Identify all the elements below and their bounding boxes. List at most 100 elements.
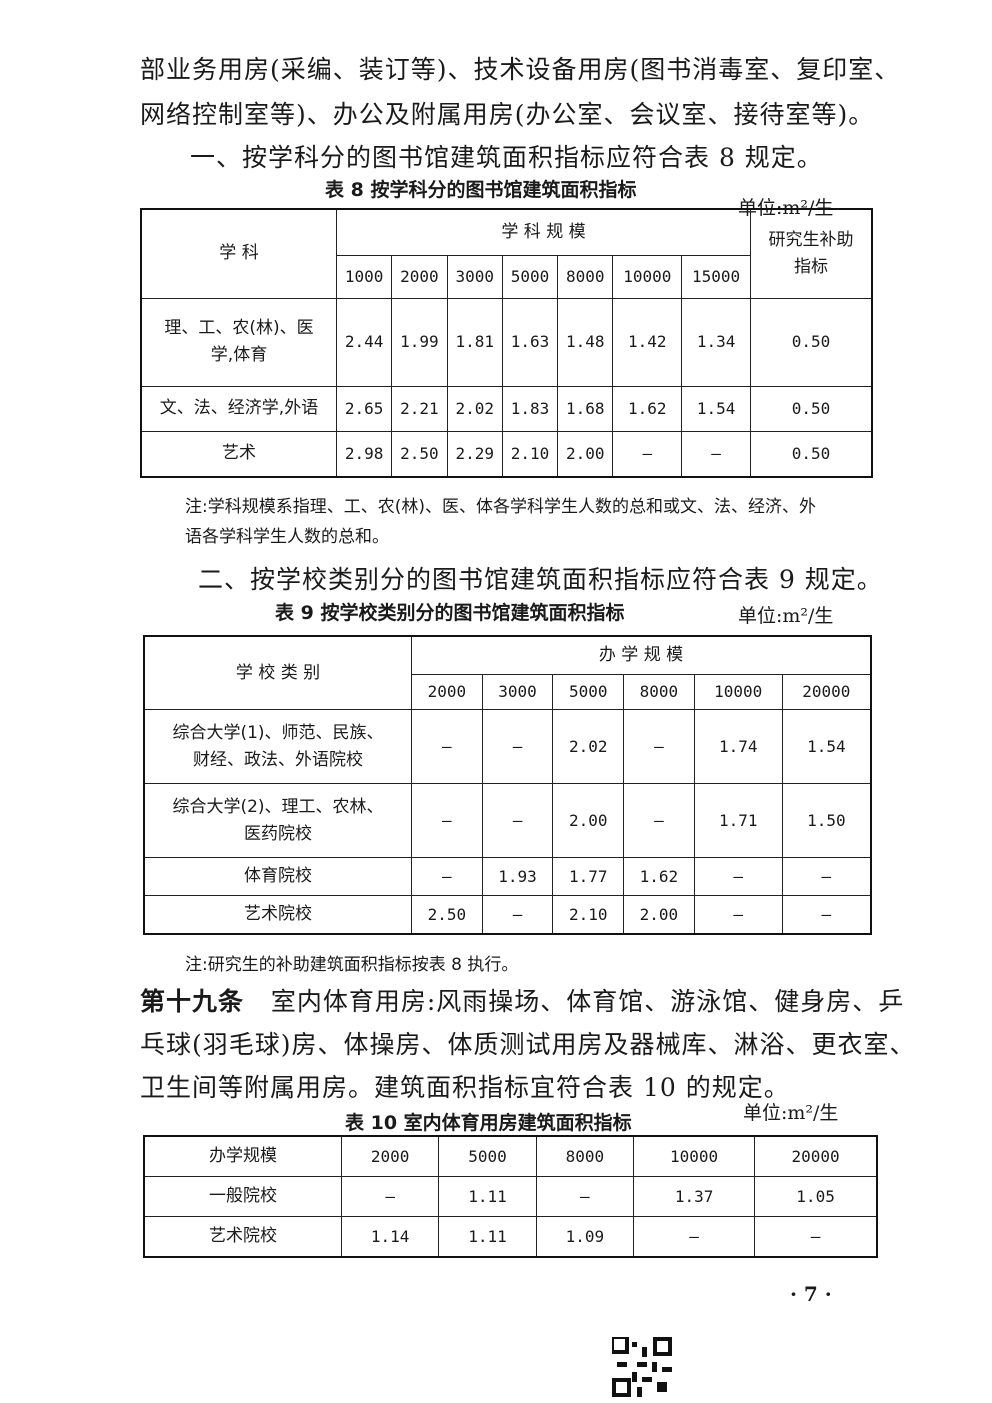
table-cell: 2.00 <box>623 895 695 935</box>
graduate-cell: 0.50 <box>750 430 873 478</box>
table-cell: 1.14 <box>340 1215 440 1258</box>
column-header-scale: 办 学 规 模 <box>411 635 872 675</box>
qr-code-icon <box>612 1337 672 1397</box>
table8-note: 语各学科学生人数的总和。 <box>185 527 389 547</box>
table-cell: 1.42 <box>612 297 683 387</box>
scale-header-cell: 1000 <box>335 254 393 299</box>
table9-note: 注:研究生的补助建筑面积指标按表 8 执行。 <box>185 955 519 975</box>
table-cell: 1.09 <box>535 1215 635 1258</box>
scale-header-cell: 10000 <box>633 1135 756 1178</box>
paragraph-line: 网络控制室等)、办公及附属用房(办公室、会议室、接待室等)。 <box>140 100 875 129</box>
table8: 学 科学 科 规 模研究生补助指标 1000 2000 3000 5000 8000 100… <box>140 208 873 478</box>
table-cell: 2.00 <box>557 430 614 478</box>
table-cell: 2.10 <box>552 895 625 935</box>
table10-caption: 表 10 室内体育用房建筑面积指标 <box>345 1112 632 1134</box>
table-cell: — <box>340 1176 440 1217</box>
table-cell: — <box>612 430 683 478</box>
table-cell: 2.98 <box>335 430 393 478</box>
table-cell: 1.37 <box>633 1176 756 1217</box>
table-row: 艺术院校 2.50—2.10 2.00— — <box>143 895 872 935</box>
table-cell: — <box>693 895 783 935</box>
table-row: 体育院校 —1.93 1.77 1.62— — <box>143 857 872 897</box>
table-row: 文、法、经济学,外语 2.65 2.21 2.02 1.83 1.68 1.62 1.54 0.… <box>140 385 873 432</box>
section-heading: 一、按学科分的图书馆建筑面积指标应符合表 8 规定。 <box>190 143 823 172</box>
column-header-graduate: 研究生补助指标 <box>750 208 873 299</box>
paragraph-line: 部业务用房(采编、装订等)、技术设备用房(图书消毒室、复印室、 <box>140 55 901 84</box>
scale-header-cell: 5000 <box>552 673 625 711</box>
table9-unit: 单位:m²/生 <box>738 605 834 627</box>
table-cell: 1.62 <box>612 385 683 432</box>
table-cell: 1.50 <box>781 783 872 859</box>
table-cell: — <box>681 430 751 478</box>
table-header-row: 学 科学 科 规 模研究生补助指标 <box>140 208 873 299</box>
table-cell: 2.44 <box>335 297 393 387</box>
table-cell: 1.83 <box>501 385 559 432</box>
table-cell: — <box>481 895 554 935</box>
table-row: 艺术院校 1.14 1.11 1.09— — <box>143 1215 878 1258</box>
table-cell: — <box>623 709 695 785</box>
article-line: 第十九条 室内体育用房:风雨操场、体育馆、游泳馆、健身房、乒 <box>140 982 904 1018</box>
scale-header-cell: 2000 <box>391 254 448 299</box>
row-label: 理、工、农(林)、医学,体育 <box>140 297 337 387</box>
row-label: 一般院校 <box>143 1176 342 1217</box>
table-cell: 2.50 <box>391 430 448 478</box>
scale-header-cell: 5000 <box>438 1135 537 1178</box>
scale-header-cell: 8000 <box>557 254 614 299</box>
table-cell: — <box>481 709 554 785</box>
table-cell: 2.50 <box>411 895 483 935</box>
table-cell: 2.29 <box>446 430 503 478</box>
scale-header-cell: 8000 <box>623 673 695 711</box>
table-cell: — <box>754 1215 878 1258</box>
row-label: 综合大学(1)、师范、民族、财经、政法、外语院校 <box>143 709 412 785</box>
table-cell: 1.62 <box>623 857 695 897</box>
table8-caption: 表 8 按学科分的图书馆建筑面积指标 <box>325 179 637 201</box>
table-cell: — <box>411 783 483 859</box>
table-cell: 1.77 <box>552 857 625 897</box>
table9-caption: 表 9 按学校类别分的图书馆建筑面积指标 <box>275 602 625 624</box>
table-header-row: 办学规模 2000 5000 8000 10000 20000 <box>143 1135 878 1178</box>
table-cell: 1.05 <box>754 1176 878 1217</box>
scale-header-cell: 2000 <box>340 1135 440 1178</box>
column-header-subject: 学 科 <box>140 208 337 299</box>
table-cell: 1.48 <box>557 297 614 387</box>
table-cell: 1.71 <box>693 783 783 859</box>
column-header-scale: 学 科 规 模 <box>336 208 751 256</box>
table9: 学 校 类 别办 学 规 模 2000 3000 5000 8000 10000 20000… <box>143 635 872 935</box>
row-label: 艺术院校 <box>143 895 412 935</box>
scale-header-cell: 20000 <box>781 673 872 711</box>
graduate-cell: 0.50 <box>750 385 873 432</box>
table-cell: 1.68 <box>557 385 614 432</box>
table-cell: 1.11 <box>438 1176 537 1217</box>
scale-header-cell: 10000 <box>612 254 683 299</box>
table-cell: — <box>535 1176 635 1217</box>
table-cell: — <box>411 857 483 897</box>
table-row: 一般院校 —1.11—1.37 1.05 <box>143 1176 878 1217</box>
table-row: 艺术 2.98 2.50 2.29 2.10 2.00— —0.50 <box>140 430 873 478</box>
graduate-cell: 0.50 <box>750 297 873 387</box>
row-label: 综合大学(2)、理工、农林、医药院校 <box>143 783 412 859</box>
table-cell: — <box>633 1215 756 1258</box>
table-cell: 2.02 <box>552 709 625 785</box>
column-header-scale: 办学规模 <box>143 1135 342 1178</box>
table-cell: — <box>411 709 483 785</box>
paragraph-line: 卫生间等附属用房。建筑面积指标宜符合表 10 的规定。 <box>140 1073 790 1102</box>
scale-header-cell: 10000 <box>693 673 783 711</box>
table-cell: — <box>623 783 695 859</box>
table-cell: 2.00 <box>552 783 625 859</box>
table-row: 理、工、农(林)、医学,体育 2.44 1.99 1.81 1.63 1.48 1.42 1.… <box>140 297 873 387</box>
row-label: 文、法、经济学,外语 <box>140 385 337 432</box>
table-cell: — <box>693 857 783 897</box>
scale-header-cell: 5000 <box>501 254 559 299</box>
table-cell: 1.54 <box>781 709 872 785</box>
table10: 办学规模 2000 5000 8000 10000 20000 一般院校 —1.11—1.37… <box>143 1135 878 1258</box>
table-cell: 1.11 <box>438 1215 537 1258</box>
scale-header-cell: 8000 <box>535 1135 635 1178</box>
table-header-row: 1000 2000 3000 5000 8000 10000 15000 <box>141 254 872 299</box>
table-cell: 2.65 <box>335 385 393 432</box>
scale-header-cell: 3000 <box>481 673 554 711</box>
table-cell: 1.74 <box>693 709 783 785</box>
table-cell: 2.02 <box>446 385 503 432</box>
scale-header-cell: 15000 <box>681 254 751 299</box>
table-cell: 1.81 <box>446 297 503 387</box>
table-cell: 1.34 <box>681 297 751 387</box>
